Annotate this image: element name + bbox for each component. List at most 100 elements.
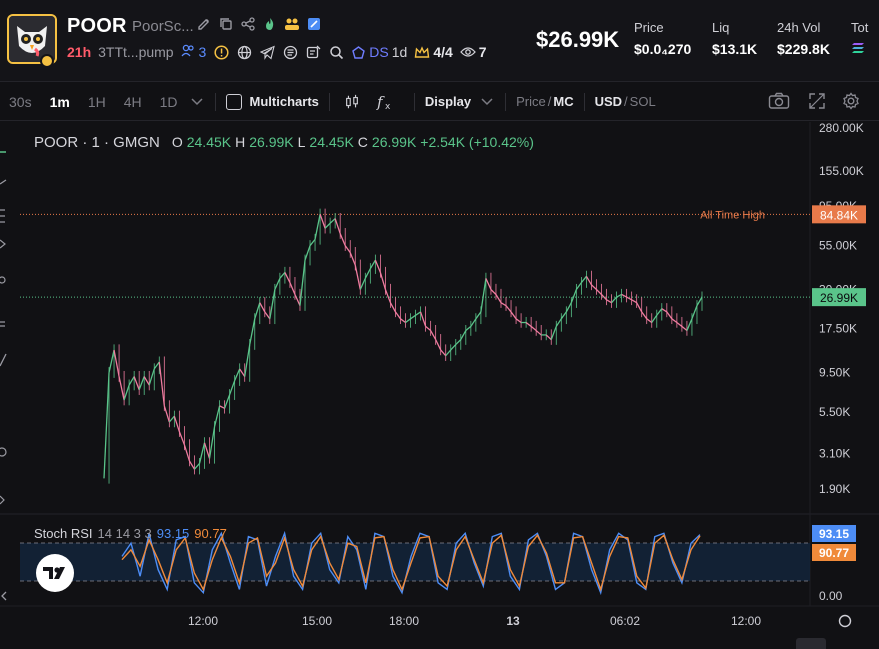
price-segment (223, 394, 231, 409)
warning-icon[interactable] (213, 44, 229, 60)
usd-toggle[interactable]: USD (594, 94, 623, 109)
price-segment (611, 296, 618, 304)
price-toggle[interactable]: Price (516, 94, 546, 109)
price-axis-tick: 155.00K (819, 164, 864, 178)
shape-tool-icon[interactable] (0, 276, 6, 284)
price-segment (329, 218, 336, 224)
globe-icon[interactable] (236, 44, 252, 60)
fire-icon[interactable] (262, 16, 278, 32)
axis-settings-icon[interactable] (838, 614, 852, 628)
display-chevron-down-icon[interactable] (479, 94, 495, 110)
high-value: 26.99K (249, 134, 294, 150)
price-segment (379, 272, 387, 290)
token-age: 21h (67, 44, 92, 60)
dex-screener-badge[interactable]: DS 1d (351, 44, 407, 60)
price-segment (244, 344, 251, 377)
price-chart[interactable]: 280.00K155.00K95.00K55.00K30.00K17.50K9.… (0, 122, 879, 649)
crown-badge[interactable]: 4/4 (414, 44, 453, 60)
telegram-icon[interactable] (259, 44, 275, 60)
time-axis-tick: 15:00 (302, 614, 332, 628)
price-segment (274, 278, 281, 290)
price-segment (334, 218, 341, 234)
ohlc-legend: POOR · 1 · GMGN O 24.45K H 26.99K L 24.45K … (34, 134, 534, 151)
price-segment (299, 260, 306, 306)
mc-toggle[interactable]: MC (553, 94, 574, 109)
stat-price: Price $0.0₄270 (634, 20, 691, 57)
price-segment (229, 380, 236, 395)
collapse-rail-chevron-icon[interactable] (1, 591, 7, 601)
price-segment (239, 368, 246, 377)
price-segment (108, 349, 115, 373)
magnet-tool-icon[interactable] (0, 447, 7, 457)
timeframe-30s[interactable]: 30s (9, 93, 32, 110)
price-segment (178, 431, 186, 446)
screenshot-camera-icon[interactable] (768, 92, 790, 109)
scroll-to-latest-button[interactable] (796, 638, 826, 649)
token-full-name: PoorSc... (132, 18, 194, 35)
edit-badge-icon[interactable] (40, 54, 54, 68)
stat-value: $13.1K (712, 41, 758, 57)
token-avatar[interactable] (7, 14, 57, 64)
text-tool-icon[interactable] (0, 321, 5, 327)
tradingview-logo-icon[interactable] (36, 554, 74, 592)
holders-badge[interactable]: 3 (181, 44, 206, 60)
price-segment (400, 318, 406, 324)
change-value: +2.54K (+10.42%) (420, 134, 534, 150)
price-segment (173, 416, 180, 432)
tag-icon[interactable] (306, 16, 322, 32)
rsi-name[interactable]: Stoch RSI (34, 526, 93, 541)
slash-divider: / (547, 94, 552, 109)
display-dropdown[interactable]: Display (424, 94, 472, 109)
settings-gear-icon[interactable] (842, 92, 860, 110)
sol-toggle[interactable]: SOL (629, 94, 656, 109)
open-value: 24.45K (186, 134, 232, 150)
timeframe-1h[interactable]: 1H (87, 93, 106, 110)
rsi-d-tag-text: 90.77 (819, 546, 849, 560)
search-icon[interactable] (328, 44, 344, 60)
contract-address[interactable]: 3TTt...pump (98, 44, 174, 60)
price-segment (505, 305, 512, 313)
price-segment (475, 311, 482, 320)
price-segment (560, 311, 567, 320)
timeframe-1m[interactable]: 1m (49, 93, 70, 110)
price-segment (123, 384, 130, 401)
price-segment (319, 213, 326, 229)
twitter-icon[interactable] (282, 44, 298, 60)
price-segment (113, 349, 120, 377)
price-segment (168, 415, 175, 423)
price-segment (188, 460, 196, 470)
price-segment (289, 282, 296, 295)
share-icon[interactable] (240, 16, 256, 32)
candlestick-type-icon[interactable] (344, 94, 360, 110)
rsi-axis-tick: 0.00 (819, 589, 843, 603)
ds-period: 1d (391, 44, 408, 60)
fib-tool-icon[interactable] (0, 209, 5, 223)
price-segment (585, 275, 593, 286)
price-segment (269, 289, 276, 319)
timeframe-dropdown-chevron-down-icon[interactable] (189, 94, 205, 110)
symbol-label[interactable]: POOR · 1 · GMGN (34, 134, 160, 151)
multicharts-label[interactable]: Multicharts (249, 94, 319, 109)
edit-icon[interactable] (196, 16, 212, 32)
measure-tool-icon[interactable] (0, 353, 7, 367)
timeframe-4h[interactable]: 4H (123, 93, 142, 110)
trendline-tool-icon[interactable] (0, 179, 7, 185)
copy-icon[interactable] (218, 16, 234, 32)
timeframe-1d[interactable]: 1D (159, 93, 178, 110)
price-axis-tick: 9.50K (819, 366, 850, 380)
team-icon[interactable] (284, 16, 300, 32)
rsi-d-line (121, 534, 701, 592)
price-segment (118, 376, 125, 401)
brush-tool-icon[interactable] (0, 239, 6, 249)
multicharts-checkbox[interactable] (225, 93, 242, 110)
ath-price-tag-text: 84.84K (820, 208, 858, 222)
price-segment (671, 318, 678, 324)
stat-24h-volume: 24h Vol $229.8K (777, 20, 830, 57)
price-segment (440, 349, 447, 357)
post-icon[interactable] (305, 44, 321, 60)
fullscreen-expand-icon[interactable] (808, 93, 826, 109)
lock-tool-icon[interactable] (0, 495, 5, 505)
price-segment (389, 302, 397, 313)
market-cap-big: $26.99K (536, 27, 620, 52)
